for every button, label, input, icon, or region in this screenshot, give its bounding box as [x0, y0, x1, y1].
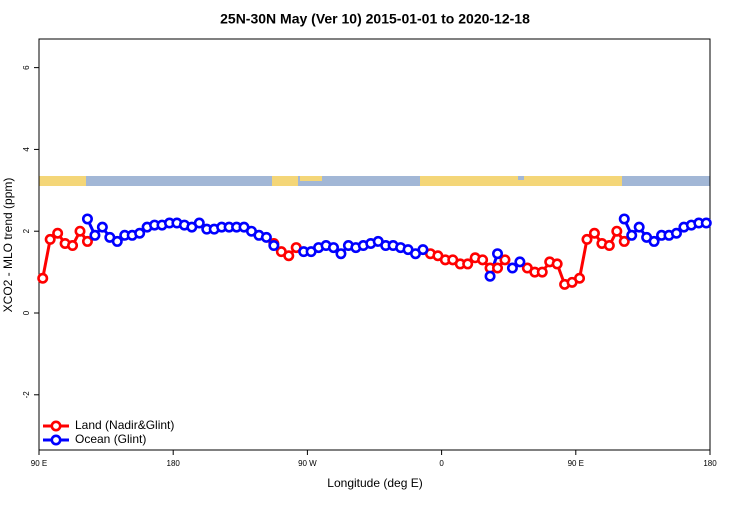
legend-label: Land (Nadir&Glint)	[75, 418, 174, 432]
data-point	[96, 221, 108, 233]
data-point	[37, 272, 49, 284]
data-point	[193, 217, 205, 229]
data-point	[67, 240, 79, 252]
x-axis-label: Longitude (deg E)	[327, 476, 422, 490]
data-point	[633, 221, 645, 233]
data-point	[603, 240, 615, 252]
data-point	[670, 227, 682, 239]
data-point	[618, 213, 630, 225]
x-tick-label: 90 W	[298, 459, 317, 468]
y-tick-label: 4	[22, 147, 31, 152]
data-point	[89, 229, 101, 241]
chart-title: 25N-30N May (Ver 10) 2015-01-01 to 2020-…	[220, 11, 530, 27]
data-point	[499, 254, 511, 266]
data-point	[462, 258, 474, 270]
x-tick-label: 0	[439, 459, 444, 468]
data-point	[134, 227, 146, 239]
y-tick-label: 2	[22, 228, 31, 233]
legend-swatch-marker	[50, 420, 62, 432]
data-point	[327, 242, 339, 254]
data-point	[111, 235, 123, 247]
data-point	[700, 217, 712, 229]
data-point	[626, 229, 638, 241]
data-point	[551, 258, 563, 270]
data-point	[611, 225, 623, 237]
data-point	[648, 235, 660, 247]
data-point	[492, 262, 504, 274]
data-point	[588, 227, 600, 239]
y-tick-label: 0	[22, 310, 31, 315]
x-tick-label: 180	[703, 459, 717, 468]
y-tick-label: -2	[22, 391, 31, 399]
data-point	[417, 244, 429, 256]
y-tick-label: 6	[22, 65, 31, 70]
x-tick-label: 90 E	[568, 459, 584, 468]
data-point	[44, 233, 56, 245]
plot-frame	[38, 38, 711, 451]
legend: Land (Nadir&Glint)Ocean (Glint)	[43, 418, 174, 446]
data-point	[536, 266, 548, 278]
data-point	[335, 248, 347, 260]
x-tick-label: 90 E	[31, 459, 47, 468]
data-point	[52, 227, 64, 239]
y-axis-label: XCO2 - MLO trend (ppm)	[1, 178, 15, 313]
data-point	[618, 235, 630, 247]
data-point	[506, 262, 518, 274]
data-point	[74, 225, 86, 237]
data-point	[283, 250, 295, 262]
data-point	[514, 256, 526, 268]
data-point	[581, 233, 593, 245]
data-point	[492, 248, 504, 260]
data-point	[484, 270, 496, 282]
land-mask	[39, 176, 710, 186]
data-point	[268, 240, 280, 252]
legend-swatch-marker	[50, 434, 62, 446]
data-point	[81, 213, 93, 225]
data-point	[81, 235, 93, 247]
x-tick-label: 180	[167, 459, 181, 468]
data-point	[477, 254, 489, 266]
legend-label: Ocean (Glint)	[75, 432, 146, 446]
data-point	[260, 231, 272, 243]
data-point	[574, 272, 586, 284]
